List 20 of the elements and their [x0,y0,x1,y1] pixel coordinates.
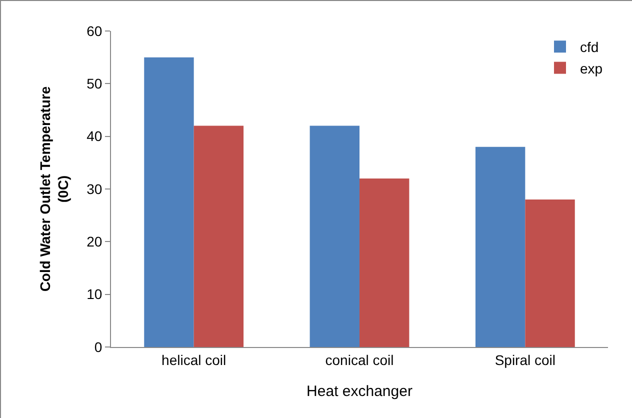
legend-label: cfd [580,39,599,56]
y-tick-label: 10 [86,286,102,302]
y-tick-label: 20 [86,234,102,250]
x-tick-label: Spiral coil [494,352,556,368]
y-tick-label: 60 [86,22,102,39]
x-tick-label: conical coil [325,352,394,368]
bar [310,126,360,347]
y-tick-label: 40 [86,128,102,144]
bar [360,178,410,347]
legend-label: exp [580,60,603,76]
bar [475,146,526,347]
y-tick-label: 50 [86,76,102,92]
y-tick-label: 0 [94,338,102,355]
x-tick-label: helical coil [162,352,226,368]
bar [144,57,194,347]
y-axis-title: Cold Water Outlet Temperature (0C) [37,86,72,292]
x-axis-title: Heat exchanger [306,382,412,400]
bar [525,200,575,347]
y-tick-label: 30 [86,180,102,197]
bar [194,126,244,347]
